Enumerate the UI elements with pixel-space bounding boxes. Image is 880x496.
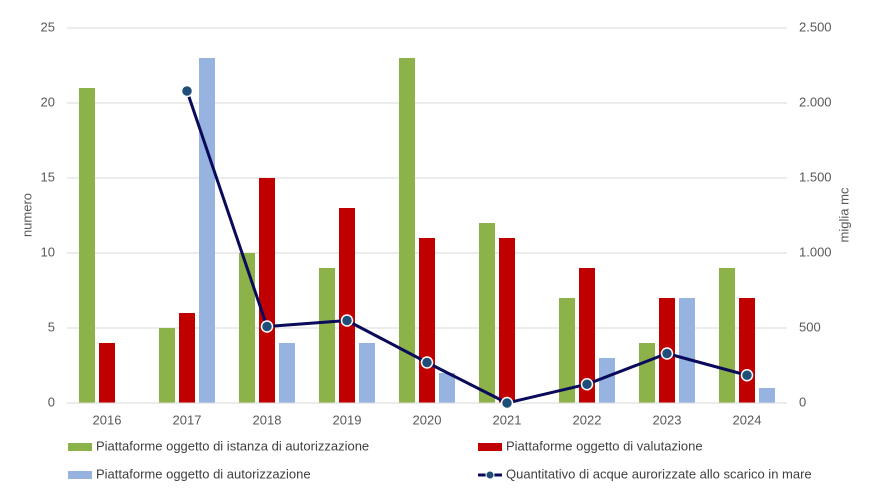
bar [679, 298, 695, 403]
legend-swatch [68, 471, 92, 479]
line-marker [420, 356, 434, 369]
bar [719, 268, 735, 403]
bar [339, 208, 355, 403]
y-tick-label: 0 [48, 394, 55, 409]
y-tick-label: 15 [41, 169, 55, 184]
legend-swatch [478, 443, 502, 451]
legend-label: Quantitativo di acque aurorizzate allo s… [506, 466, 812, 481]
bar [499, 238, 515, 403]
y2-tick-label: 500 [799, 319, 821, 334]
legend: Piattaforme oggetto di istanza di autori… [68, 438, 812, 481]
y2-tick-label: 1.500 [799, 169, 832, 184]
y-axis-label: numero [19, 193, 34, 237]
y-tick-label: 20 [41, 94, 55, 109]
x-tick-label: 2022 [573, 412, 602, 427]
line-marker [180, 84, 194, 98]
legend-label: Piattaforme oggetto di valutazione [506, 438, 703, 453]
line-marker [260, 320, 274, 333]
y2-tick-label: 1.000 [799, 244, 832, 259]
line [185, 90, 748, 405]
line-marker [660, 347, 674, 360]
bar [99, 343, 115, 403]
x-tick-label: 2016 [93, 412, 122, 427]
legend-swatch [68, 443, 92, 451]
x-tick-label: 2024 [733, 412, 762, 427]
bar [359, 343, 375, 403]
bar [179, 313, 195, 403]
y2-tick-label: 0 [799, 394, 806, 409]
x-tick-label: 2017 [173, 412, 202, 427]
bar [199, 58, 215, 403]
line-marker [740, 369, 754, 382]
x-tick-label: 2023 [653, 412, 682, 427]
bar [759, 388, 775, 403]
bar [159, 328, 175, 403]
bar [239, 253, 255, 403]
x-tick-label: 2019 [333, 412, 362, 427]
line-marker [340, 314, 354, 327]
y2-axis-label: miglia mc [836, 187, 851, 242]
y-tick-label: 10 [41, 244, 55, 259]
bar [399, 58, 415, 403]
legend-label: Piattaforme oggetto di istanza di autori… [96, 438, 369, 453]
bar [79, 88, 95, 403]
bar [439, 373, 455, 403]
bar [739, 298, 755, 403]
y2-tick-label: 2.500 [799, 19, 832, 34]
legend-swatch [485, 470, 495, 480]
line-marker [500, 396, 514, 410]
line-marker [580, 378, 594, 391]
bar [599, 358, 615, 403]
legend-label: Piattaforme oggetto di autorizzazione [96, 466, 311, 481]
bar [419, 238, 435, 403]
y2-tick-label: 2.000 [799, 94, 832, 109]
bar [559, 298, 575, 403]
bar [579, 268, 595, 403]
x-tick-label: 2018 [253, 412, 282, 427]
bar [259, 178, 275, 403]
y-tick-label: 25 [41, 19, 55, 34]
x-tick-label: 2020 [413, 412, 442, 427]
y-tick-label: 5 [48, 319, 55, 334]
bar [279, 343, 295, 403]
x-tick-label: 2021 [493, 412, 522, 427]
bar [479, 223, 495, 403]
bar [319, 268, 335, 403]
bar [639, 343, 655, 403]
